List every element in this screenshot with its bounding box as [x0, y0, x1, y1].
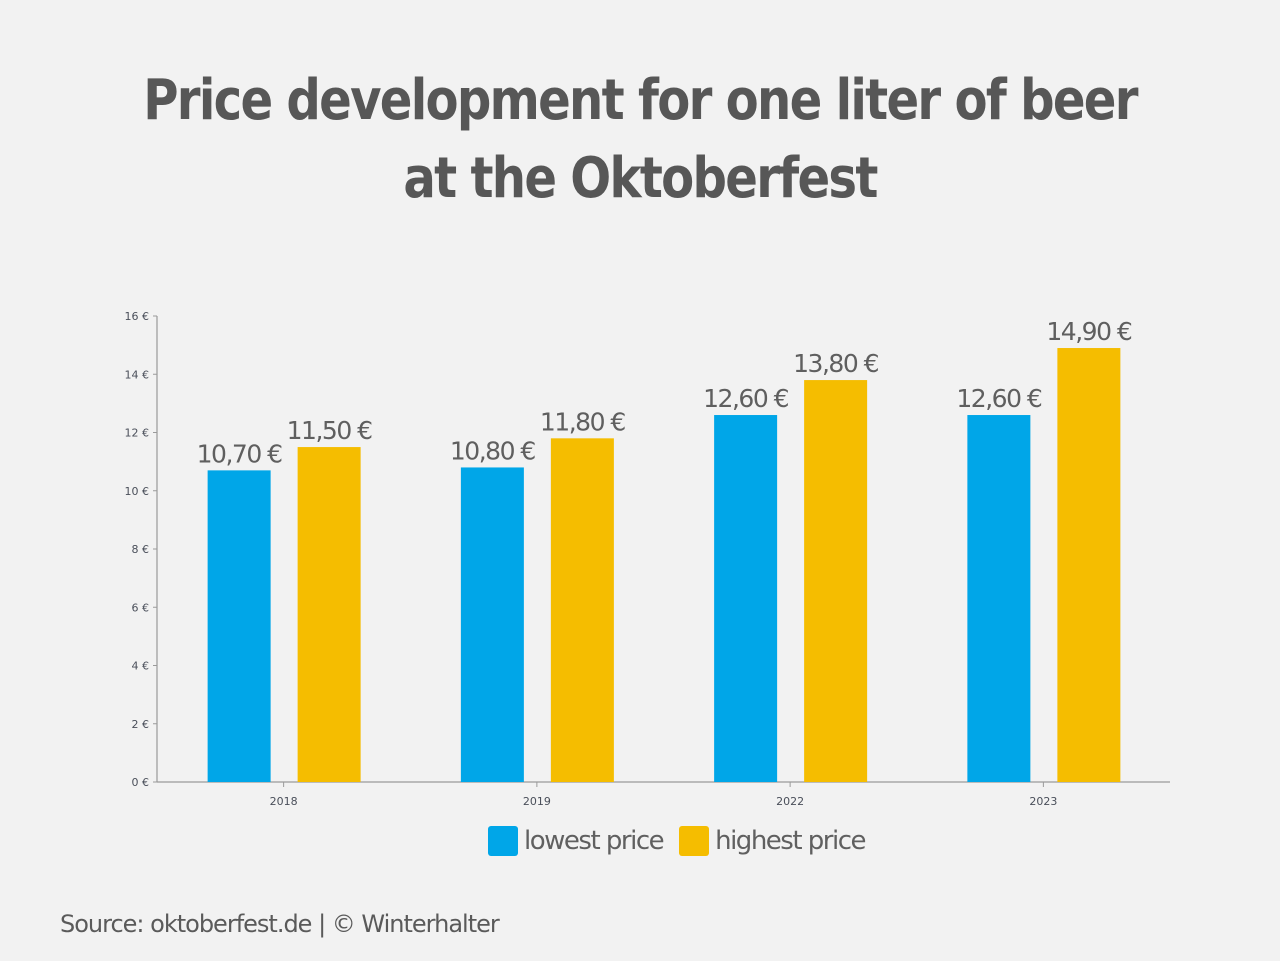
data-label: 12,60 €	[956, 384, 1042, 413]
source-credit: Source: oktoberfest.de | © Winterhalter	[60, 910, 500, 938]
bar-highest-price-2019	[550, 438, 614, 782]
bar-lowest-price-2018	[207, 470, 271, 782]
x-tick-label: 2019	[523, 795, 551, 808]
y-tick-label: 14 €	[125, 368, 150, 381]
data-label: 10,80 €	[450, 436, 536, 465]
legend-swatch-highest	[679, 826, 710, 856]
data-label: 12,60 €	[703, 384, 789, 413]
data-label: 10,70 €	[197, 439, 283, 468]
y-tick-label: 2 €	[132, 718, 150, 731]
data-label: 11,80 €	[540, 407, 626, 436]
y-tick-label: 0 €	[132, 776, 150, 789]
y-tick-label: 8 €	[132, 543, 150, 556]
title-line-1: Price development for one liter of beer	[143, 68, 1138, 133]
bar-lowest-price-2019	[460, 467, 524, 782]
y-tick-label: 12 €	[125, 427, 150, 440]
legend: lowest price highest price	[488, 826, 881, 856]
legend-label-highest: highest price	[715, 826, 866, 856]
bar-highest-price-2022	[804, 380, 868, 782]
y-tick-label: 4 €	[132, 660, 150, 673]
x-tick-label: 2018	[270, 795, 298, 808]
bar-highest-price-2023	[1057, 348, 1121, 782]
y-tick-label: 6 €	[132, 601, 150, 614]
data-label: 14,90 €	[1046, 317, 1132, 346]
x-tick-label: 2022	[776, 795, 804, 808]
chart-title: Price development for one liter of beer …	[90, 62, 1191, 218]
bar-lowest-price-2023	[967, 415, 1031, 782]
y-tick-label: 10 €	[125, 485, 150, 498]
data-label: 11,50 €	[287, 416, 373, 445]
legend-label-lowest: lowest price	[524, 826, 665, 856]
x-tick-label: 2023	[1029, 795, 1057, 808]
data-label: 13,80 €	[793, 349, 879, 378]
bar-highest-price-2018	[297, 447, 361, 782]
legend-swatch-lowest	[488, 826, 518, 856]
title-line-2: at the Oktoberfest	[403, 146, 878, 211]
y-tick-label: 16 €	[125, 310, 150, 323]
bar-lowest-price-2022	[714, 415, 778, 782]
